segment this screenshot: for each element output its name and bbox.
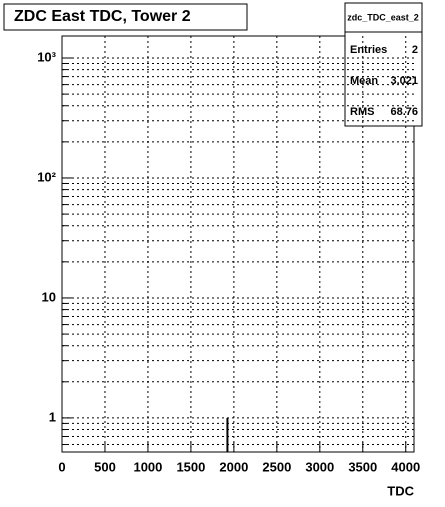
stats-box: zdc_TDC_east_2 Entries 2 Mean 3.021 RMS 68.76	[344, 2, 423, 127]
chart-title: ZDC East TDC, Tower 2	[14, 8, 191, 25]
y-tick-label: 1	[49, 409, 56, 424]
x-tick-label: 3000	[305, 459, 334, 474]
stats-value: 68.76	[390, 106, 418, 118]
x-tick-label: 500	[94, 459, 116, 474]
stats-label: Mean	[350, 75, 378, 87]
x-tick-label: 3500	[348, 459, 377, 474]
stats-value: 3.021	[390, 75, 418, 87]
plot-frame	[61, 35, 415, 453]
x-tick-label: 2500	[262, 459, 291, 474]
stats-value: 2	[412, 44, 418, 56]
y-tick-label: 10	[42, 289, 56, 304]
x-tick-label: 0	[58, 459, 65, 474]
x-tick-label: 1500	[176, 459, 205, 474]
x-tick-label: 4000	[391, 459, 420, 474]
x-tick-label: 2000	[219, 459, 248, 474]
x-tick-label: 1000	[133, 459, 162, 474]
stats-name: zdc_TDC_east_2	[347, 12, 419, 22]
x-axis-label: TDC	[387, 483, 414, 498]
y-tick-label: 10³	[37, 49, 56, 64]
stats-label: Entries	[350, 44, 387, 56]
stats-label: RMS	[350, 106, 374, 118]
title-box	[3, 3, 248, 31]
y-tick-label: 10²	[37, 169, 56, 184]
